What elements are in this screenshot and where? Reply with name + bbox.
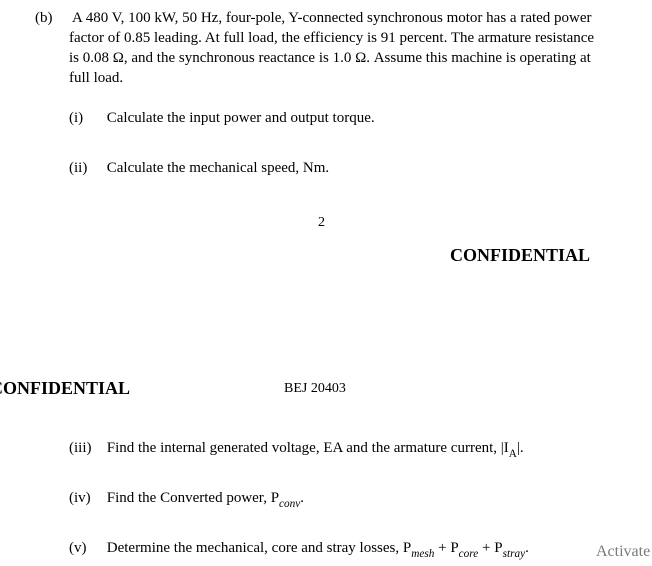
- part-v-label: (v): [69, 538, 103, 558]
- part-iii: (iii) Find the internal generated voltag…: [69, 438, 524, 461]
- part-iii-label: (iii): [69, 438, 103, 458]
- part-iii-text: Find the internal generated voltage, EA …: [107, 440, 524, 456]
- activate-windows-hint: Activate: [596, 543, 650, 561]
- part-v-text: Determine the mechanical, core and stray…: [107, 540, 529, 556]
- confidential-left: CONFIDENTIAL: [0, 378, 130, 399]
- part-ii-label: (ii): [69, 158, 103, 178]
- part-i-text: Calculate the input power and output tor…: [107, 110, 375, 126]
- part-ii: (ii) Calculate the mechanical speed, Nm.: [69, 158, 329, 178]
- stem-line-3: is 0.08 Ω, and the synchronous reactance…: [69, 48, 591, 68]
- stem-line-2: factor of 0.85 leading. At full load, th…: [69, 28, 594, 48]
- part-v: (v) Determine the mechanical, core and s…: [69, 538, 529, 561]
- confidential-header: CONFIDENTIAL: [450, 245, 590, 266]
- document-page: (b) A 480 V, 100 kW, 50 Hz, four-pole, Y…: [0, 0, 652, 566]
- part-i-label: (i): [69, 108, 103, 128]
- part-iv-text: Find the Converted power, Pconv.: [107, 490, 304, 506]
- stem-line-1: A 480 V, 100 kW, 50 Hz, four-pole, Y-con…: [72, 10, 592, 26]
- part-i: (i) Calculate the input power and output…: [69, 108, 375, 128]
- page-number: 2: [318, 215, 325, 231]
- part-ii-text: Calculate the mechanical speed, Nm.: [107, 160, 329, 176]
- course-code: BEJ 20403: [284, 381, 346, 397]
- part-iv-label: (iv): [69, 488, 103, 508]
- stem-line-4: full load.: [69, 68, 123, 88]
- problem-label: (b) A 480 V, 100 kW, 50 Hz, four-pole, Y…: [35, 8, 592, 28]
- part-iv: (iv) Find the Converted power, Pconv.: [69, 488, 304, 511]
